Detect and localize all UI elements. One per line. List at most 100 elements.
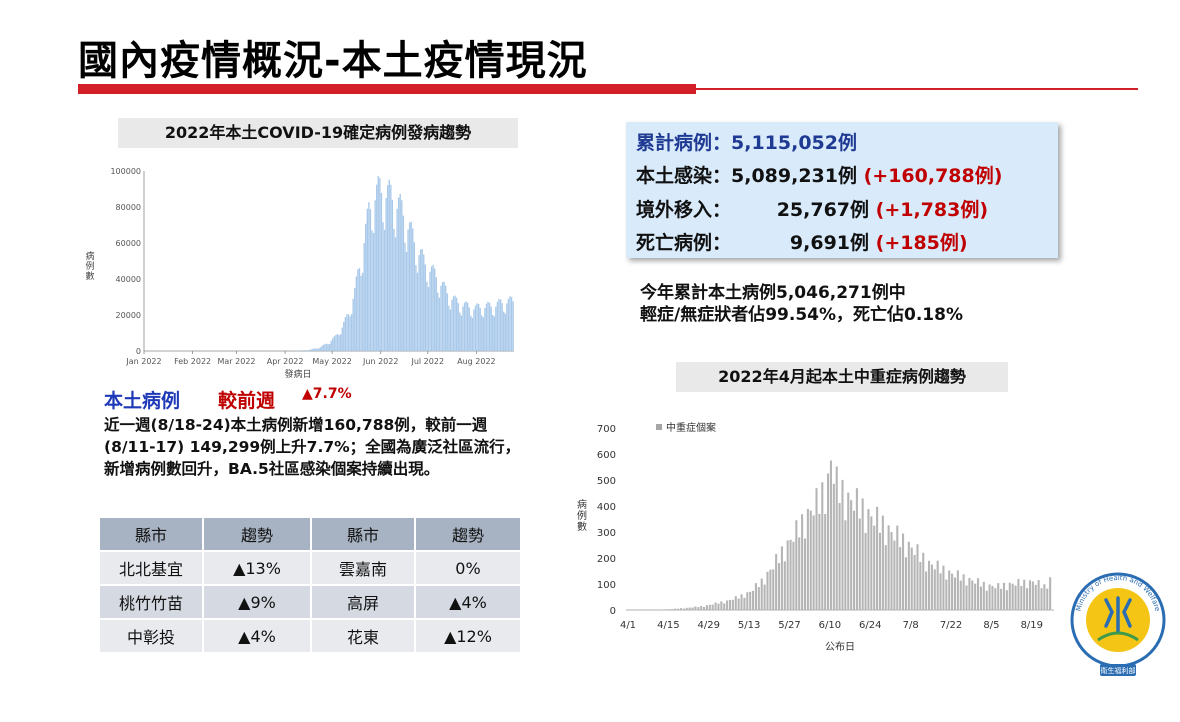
- chart1-bar: [344, 317, 347, 351]
- chart2-bar: [838, 503, 841, 610]
- chart1-bar: [361, 272, 364, 351]
- chart2-bar: [1014, 585, 1017, 610]
- chart2-bar: [904, 557, 907, 610]
- chart1-bar: [399, 194, 401, 351]
- chart2-bar: [1043, 584, 1046, 610]
- chart1-bar: [434, 268, 436, 351]
- chart1-bar: [388, 179, 390, 351]
- chart2-bar: [933, 569, 936, 610]
- chart1-bar: [299, 350, 301, 351]
- stat-local: 本土感染：5,089,231例 (+160,788例): [636, 161, 1002, 188]
- chart2-bar: [1020, 585, 1023, 610]
- chart1-bar: [313, 348, 315, 351]
- chart2-bar: [1034, 584, 1037, 610]
- table-cell-trend: 0%: [414, 550, 522, 586]
- chart1-bar: [468, 307, 470, 351]
- table-cell-county: 中彰投: [98, 618, 204, 654]
- chart2-bar: [982, 581, 985, 610]
- chart2-bar: [951, 573, 954, 610]
- chart2-bar: [832, 483, 835, 610]
- chart2-bar: [772, 569, 775, 610]
- chart2-bar: [679, 608, 683, 610]
- chart2-bar: [913, 554, 916, 610]
- table-cell-county: 北北基宜: [98, 550, 204, 586]
- logo-label-band: [1100, 664, 1136, 676]
- chart1-bar: [482, 317, 485, 351]
- chart2-bar: [792, 541, 795, 610]
- chart1-bar: [371, 230, 373, 351]
- chart1-bar: [387, 185, 389, 351]
- chart2-bar: [858, 518, 861, 610]
- chart2-ytick-label: 700: [597, 424, 616, 435]
- table-row: 桃竹竹苗 ▲9% 高屏 ▲4%: [98, 584, 522, 620]
- chart2-bar: [1023, 579, 1026, 610]
- chart1-bar: [476, 303, 478, 351]
- chart1-bar: [415, 265, 417, 351]
- chart1-bar: [418, 255, 420, 351]
- chart1-ytick-label: 80000: [116, 203, 141, 212]
- chart1-bar: [343, 321, 345, 351]
- stat-deaths-value: 9,691例: [789, 232, 870, 254]
- chart2-bar: [798, 537, 801, 610]
- table-cell-trend: ▲4%: [414, 584, 522, 620]
- title-underline-thick: [78, 84, 696, 94]
- chart1-bar: [452, 296, 455, 351]
- chart1-bar: [391, 199, 394, 351]
- chart1-bar: [405, 251, 408, 351]
- chart2-bar: [708, 604, 711, 610]
- chart2-bar: [671, 609, 674, 610]
- chart1-bar: [354, 288, 356, 351]
- chart1-bar: [437, 292, 439, 351]
- svg-text:數: 數: [577, 520, 587, 533]
- table-header-county: 縣市: [98, 516, 204, 552]
- stat-imported-value: 25,767例: [776, 199, 870, 221]
- chart1-bar: [501, 303, 503, 351]
- chart1-bar: [374, 200, 376, 351]
- chart2-bar: [1046, 588, 1049, 610]
- chart1-bar: [460, 315, 463, 351]
- chart1-bar: [479, 307, 481, 351]
- chart2-bar: [942, 565, 945, 610]
- chart1-bar: [430, 266, 433, 351]
- chart1-bar: [441, 282, 444, 351]
- chart1-bar: [352, 298, 354, 351]
- chart2-bar: [847, 492, 850, 610]
- chart2-bar: [1000, 588, 1003, 610]
- title-underline-thin: [696, 88, 1138, 90]
- chart1-bar: [382, 222, 384, 351]
- chart2-bar: [1031, 581, 1034, 610]
- chart2-bar: [945, 579, 948, 610]
- chart2-bar: [812, 515, 815, 610]
- chart1-bar: [385, 198, 387, 351]
- chart2-bar: [1037, 580, 1040, 610]
- chart1-bar: [369, 209, 372, 351]
- chart2-bar: [691, 607, 694, 610]
- chart2-bar: [873, 525, 876, 610]
- legend-swatch-severe: [656, 424, 662, 430]
- chart1-bar: [443, 281, 445, 351]
- severe-cases-chart: 中重症個案 0 100 200 300 400 500 600 700 4/1 4/15 4/29…: [577, 421, 1054, 653]
- table-header-county: 縣市: [310, 516, 416, 552]
- chart1-bar: [462, 306, 464, 351]
- table-header-trend: 趨勢: [414, 516, 522, 552]
- chart1-bar: [410, 221, 412, 351]
- chart2-xtick-label: 6/24: [859, 620, 881, 631]
- chart2-bar: [829, 460, 832, 610]
- chart2-xtick-label: 4/29: [698, 620, 720, 631]
- chart1-ytick-label: 60000: [116, 239, 141, 248]
- chart2-bar: [728, 599, 732, 610]
- chart1-bar: [318, 348, 320, 351]
- chart1-bar: [397, 197, 400, 351]
- chart1-bar: [363, 243, 365, 351]
- chart2-bar: [902, 533, 905, 610]
- chart1-bar: [322, 344, 325, 351]
- chart2-bar: [795, 520, 798, 610]
- legend-label-severe: 中重症個案: [666, 421, 716, 434]
- chart1-bar: [311, 348, 314, 351]
- chart2-bar: [780, 546, 783, 610]
- chart2-xtick-label: 6/10: [819, 620, 841, 631]
- chart2-xtick-label: 7/8: [903, 620, 919, 631]
- chart2-bar: [809, 510, 812, 610]
- chart2-bar: [925, 571, 928, 610]
- stat-deaths-label: 死亡病例：: [636, 232, 732, 254]
